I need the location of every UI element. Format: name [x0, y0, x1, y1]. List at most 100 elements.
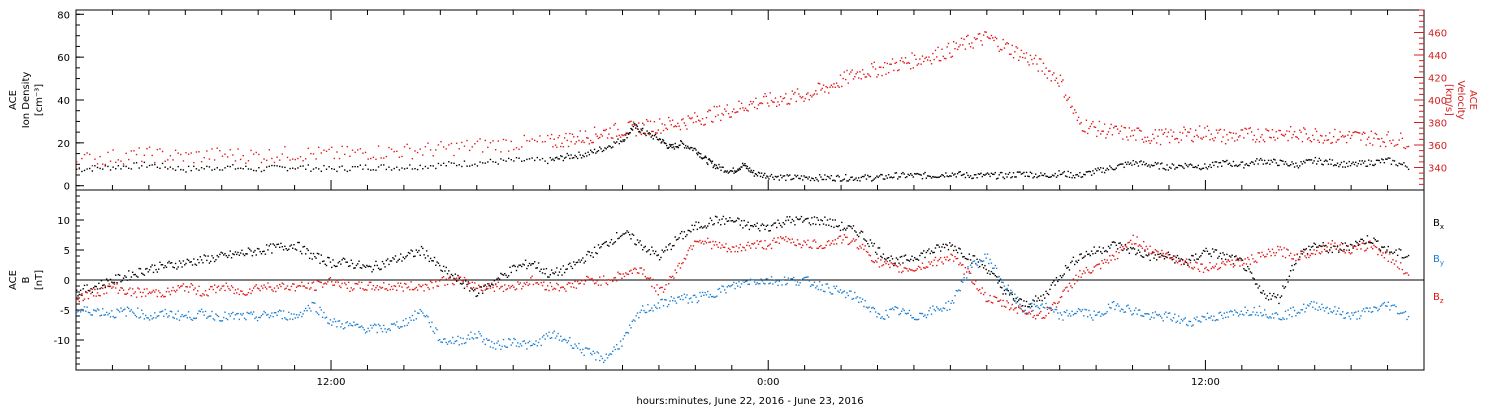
bx-point — [105, 278, 108, 280]
density-point — [998, 174, 1000, 176]
density-point — [570, 154, 572, 156]
by-point — [128, 307, 130, 310]
bz-point — [506, 288, 509, 290]
bz-point — [877, 257, 879, 260]
velocity-point — [808, 98, 810, 101]
velocity-point — [868, 74, 870, 76]
bx-point — [683, 231, 686, 233]
density-point — [587, 151, 589, 153]
velocity-point — [226, 156, 229, 158]
bz-point — [293, 283, 295, 285]
bx-point — [419, 254, 421, 257]
bz-point — [1071, 286, 1073, 289]
velocity-point — [926, 59, 929, 61]
bx-point — [1142, 256, 1145, 258]
bz-point — [1230, 263, 1232, 266]
density-point — [1400, 163, 1402, 165]
bx-point — [691, 224, 693, 227]
bz-point — [1360, 248, 1362, 250]
bz-point — [170, 289, 173, 292]
density-point — [679, 140, 682, 142]
density-point — [507, 157, 510, 160]
velocity-point — [1027, 61, 1029, 63]
by-point — [651, 307, 653, 309]
by-point — [1149, 318, 1151, 321]
bx-point — [1064, 265, 1067, 267]
by-point — [522, 340, 524, 343]
density-point — [1200, 168, 1202, 171]
bx-point — [492, 284, 494, 286]
by-point — [1088, 309, 1090, 312]
by-point — [1058, 318, 1060, 320]
top-panel-frame — [75, 9, 1425, 191]
velocity-point — [1252, 139, 1254, 141]
bz-point — [622, 273, 624, 275]
by-point — [825, 283, 827, 285]
bx-point — [720, 223, 722, 226]
bz-point — [96, 292, 99, 294]
bx-point — [1179, 259, 1181, 262]
by-point — [468, 338, 471, 340]
bx-point — [915, 258, 917, 260]
velocity-point — [1167, 131, 1170, 133]
bx-point — [389, 260, 391, 262]
bz-point — [943, 256, 946, 259]
density-point — [937, 176, 939, 179]
density-point — [593, 148, 596, 151]
density-point — [461, 165, 463, 168]
bz-point — [560, 287, 562, 289]
velocity-point — [856, 71, 859, 73]
velocity-point — [1239, 135, 1241, 137]
velocity-point — [1113, 127, 1115, 129]
density-point — [735, 170, 738, 173]
by-point — [768, 282, 770, 285]
density-point — [1127, 161, 1129, 163]
bx-point — [860, 230, 862, 232]
velocity-point — [662, 129, 665, 132]
velocity-point — [617, 128, 619, 131]
bz-point — [600, 284, 602, 286]
velocity-point — [455, 142, 458, 145]
bz-point — [442, 276, 445, 278]
density-point — [1317, 160, 1319, 162]
bz-point — [491, 282, 493, 284]
by-point — [539, 338, 541, 340]
bz-point — [868, 254, 870, 256]
density-point — [1109, 165, 1111, 167]
bx-point — [380, 268, 382, 270]
bx-point — [772, 224, 774, 226]
bz-point — [1239, 265, 1241, 267]
bz-point — [376, 284, 378, 287]
bx-point — [1054, 284, 1056, 286]
bx-point — [83, 284, 86, 287]
density-point — [1309, 159, 1311, 161]
bx-point — [1081, 257, 1084, 259]
density-point — [1313, 160, 1315, 162]
density-point — [1139, 161, 1141, 163]
by-point — [321, 316, 324, 319]
by-point — [1085, 309, 1088, 311]
bx-point — [497, 277, 499, 279]
by-point — [643, 309, 645, 312]
velocity-point — [1031, 58, 1033, 61]
density-point — [1244, 164, 1246, 166]
bz-point — [1178, 260, 1180, 263]
bx-point — [204, 255, 207, 257]
velocity-point — [666, 128, 669, 131]
density-point — [1196, 166, 1198, 169]
by-point — [320, 309, 323, 311]
density-point — [864, 174, 866, 176]
bx-point — [102, 284, 104, 287]
by-point — [627, 332, 630, 334]
bx-point — [1306, 253, 1309, 255]
velocity-point — [1228, 131, 1231, 134]
velocity-point — [696, 115, 699, 118]
bz-point — [813, 239, 816, 241]
by-point — [697, 300, 700, 302]
density-point — [411, 168, 414, 170]
density-point — [659, 138, 662, 141]
bz-point — [386, 289, 389, 292]
velocity-point — [571, 133, 574, 135]
bx-point — [725, 218, 727, 220]
